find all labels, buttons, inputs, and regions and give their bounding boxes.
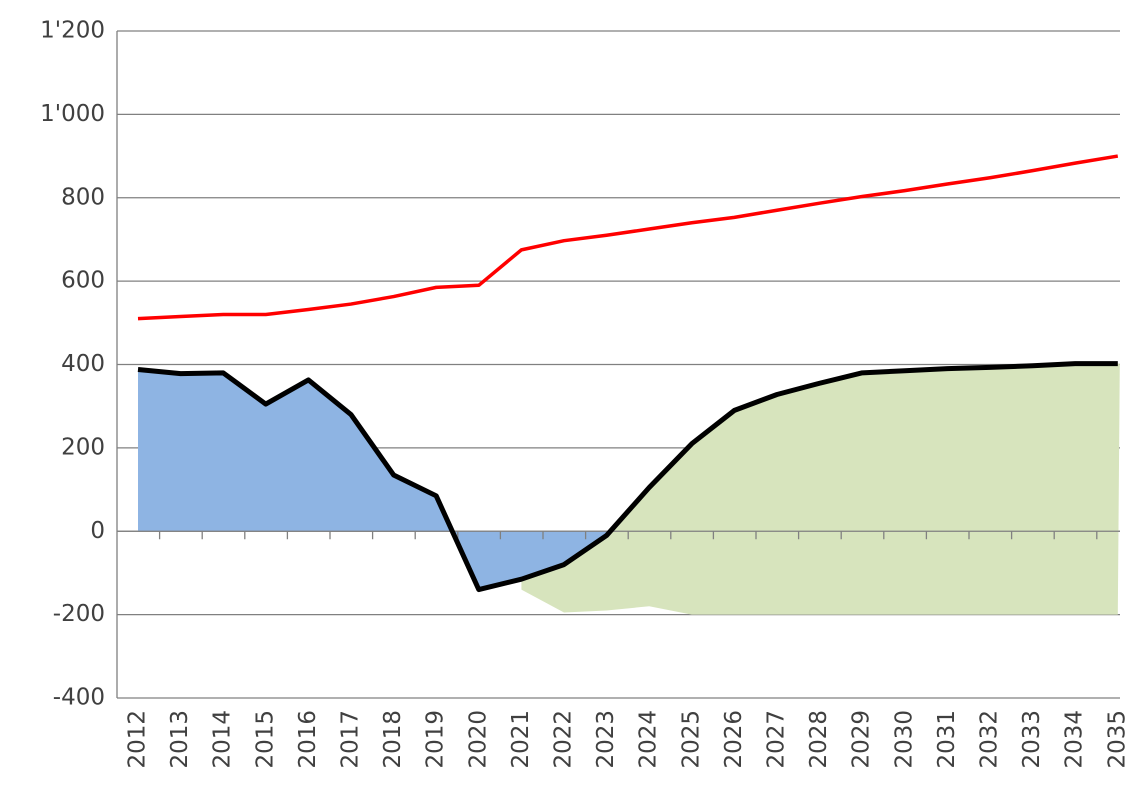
- y-tick-label: 200: [61, 434, 105, 460]
- area: [138, 369, 607, 590]
- line: [137, 154, 1119, 321]
- x-tick-label: 2022: [551, 710, 577, 769]
- x-tick-label: 2030: [891, 710, 917, 769]
- x-tick-label: 2019: [423, 710, 449, 769]
- x-tick-label: 2016: [295, 710, 321, 769]
- y-tick-label: -400: [53, 685, 105, 711]
- x-tick-label: 2015: [252, 710, 278, 769]
- y-tick-label: 1'200: [40, 18, 105, 44]
- x-tick-label: 2023: [593, 710, 619, 769]
- y-tick-label: -200: [53, 601, 105, 627]
- x-tick-label: 2013: [167, 710, 193, 769]
- x-tick-label: 2032: [977, 710, 1003, 769]
- x-tick-label: 2012: [125, 710, 151, 769]
- area: [521, 363, 1120, 615]
- y-tick-label: 1'000: [40, 101, 105, 127]
- line: [137, 361, 1118, 593]
- x-tick-label: 2026: [721, 710, 747, 769]
- x-tick-label: 2014: [210, 710, 236, 769]
- x-tick-label: 2034: [1062, 710, 1088, 769]
- x-tick-label: 2024: [636, 710, 662, 769]
- y-tick-label: 800: [61, 184, 105, 210]
- x-tick-label: 2018: [380, 710, 406, 769]
- x-tick-label: 2033: [1019, 710, 1045, 769]
- x-tick-label: 2029: [849, 710, 875, 769]
- y-tick-label: 600: [61, 268, 105, 294]
- y-tick-label: 0: [90, 518, 105, 544]
- y-tick-label: 400: [61, 351, 105, 377]
- x-tick-label: 2031: [934, 710, 960, 769]
- x-tick-label: 2017: [338, 710, 364, 769]
- x-tick-label: 2020: [465, 710, 491, 769]
- x-tick-label: 2025: [678, 710, 704, 769]
- x-tick-label: 2035: [1104, 710, 1130, 769]
- x-tick-label: 2021: [508, 710, 534, 769]
- x-tick-label: 2027: [764, 710, 790, 769]
- x-tick-label: 2028: [806, 710, 832, 769]
